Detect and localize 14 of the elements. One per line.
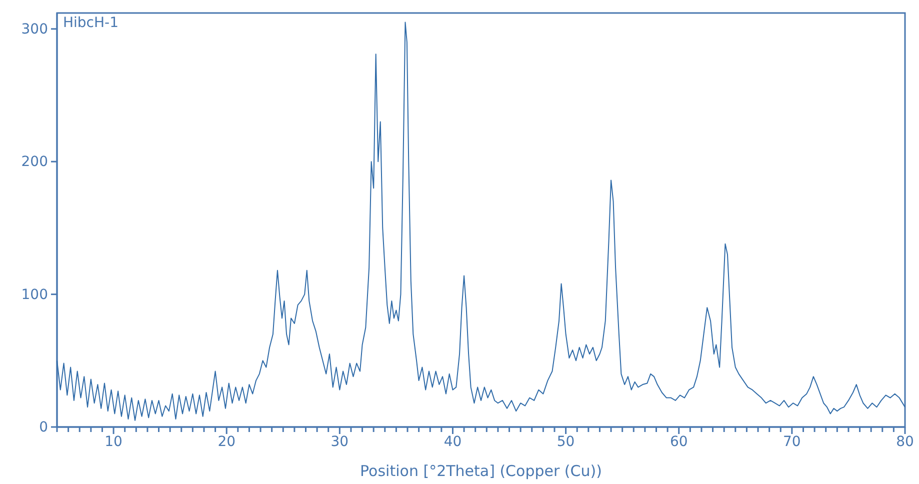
x-tick-label: 20 bbox=[218, 434, 236, 450]
x-axis-title: Position [°2Theta] (Copper (Cu)) bbox=[360, 462, 602, 480]
x-tick-label: 80 bbox=[896, 434, 914, 450]
x-tick-label: 60 bbox=[670, 434, 688, 450]
y-tick-label: 300 bbox=[21, 21, 48, 38]
x-tick-label: 10 bbox=[104, 434, 122, 450]
x-tick-label: 30 bbox=[330, 434, 349, 450]
y-tick-label: 200 bbox=[21, 154, 48, 170]
y-tick-label: 100 bbox=[21, 286, 48, 303]
x-tick-label: 50 bbox=[556, 434, 575, 450]
x-tick-label: 70 bbox=[783, 434, 801, 450]
annotation: HibcH-1 bbox=[63, 15, 118, 31]
x-tick-label: 40 bbox=[444, 434, 462, 450]
y-tick-label: 0 bbox=[39, 419, 48, 436]
